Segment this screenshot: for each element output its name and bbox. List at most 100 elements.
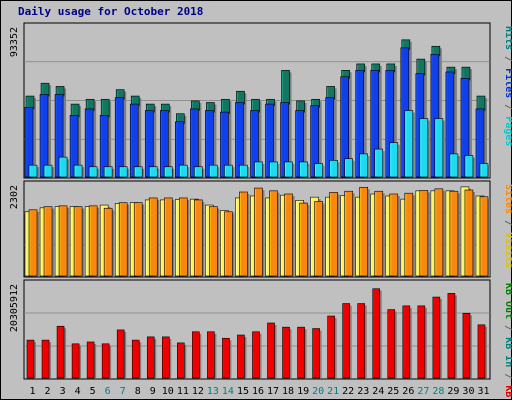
- x-tick-label-day-4: 4: [75, 386, 81, 397]
- panel-1-legend: Hits / Files / Pages: [503, 26, 512, 146]
- bar-pages-day-15: [239, 164, 250, 178]
- bar-pages-day-31-body: [479, 163, 489, 178]
- bar-kb-f-day-29-body: [447, 293, 456, 379]
- bar-kb-f-day-11: [177, 342, 187, 379]
- x-tick-label-day-31: 31: [477, 386, 489, 397]
- bar-kb-f-day-4: [71, 343, 82, 379]
- x-tick-label-day-5: 5: [90, 386, 96, 397]
- bar-kb-f-day-22: [342, 303, 352, 379]
- bar-kb-f-day-8-body: [131, 339, 140, 379]
- bar-pages-day-28: [434, 118, 445, 178]
- bar-kb-f-day-15-body: [237, 334, 245, 379]
- bar-pages-day-20: [314, 163, 325, 178]
- bar-pages-day-21: [329, 160, 340, 178]
- bar-pages-day-24-body: [374, 148, 384, 178]
- bar-pages-day-25-body: [389, 142, 399, 178]
- bar-kb-f-day-7: [116, 329, 127, 379]
- bar-sites-day-22: [344, 190, 355, 277]
- bar-kb-f-day-10-body: [161, 336, 170, 379]
- bar-sites-day-2-body: [43, 206, 53, 277]
- bar-sites-day-7-body: [118, 202, 128, 277]
- x-tick-label-day-10: 10: [162, 386, 174, 397]
- bar-pages-day-7-body: [118, 166, 128, 178]
- legend-part: /: [503, 98, 512, 116]
- bar-kb-f-day-26: [402, 305, 412, 379]
- bar-kb-f-day-5: [86, 341, 97, 379]
- bar-kb-f-day-28: [432, 296, 442, 379]
- bar-kb-f-day-19: [297, 326, 307, 379]
- bar-kb-f-day-2: [41, 339, 52, 379]
- bar-sites-day-8-body: [133, 202, 143, 277]
- bar-sites-day-3-body: [58, 205, 68, 277]
- x-tick-label-day-14: 14: [222, 386, 234, 397]
- bar-kb-f-day-25: [387, 309, 397, 379]
- bar-pages-day-5-body: [88, 166, 98, 178]
- bar-pages-day-2-body: [43, 164, 53, 178]
- x-tick-label-day-6: 6: [105, 386, 111, 397]
- bar-sites-day-19: [299, 202, 310, 277]
- bar-kb-f-day-21: [327, 315, 337, 379]
- bar-pages-day-26-body: [404, 110, 414, 178]
- x-tick-label-day-22: 22: [342, 386, 354, 397]
- bar-files-day-7: [114, 97, 126, 178]
- bar-kb-f-day-6-body: [101, 343, 110, 379]
- x-tick-label-day-23: 23: [357, 386, 369, 397]
- legend-part: Visits: [503, 232, 512, 268]
- x-tick-label-day-30: 30: [462, 386, 474, 397]
- legend-part: Sites: [503, 184, 512, 214]
- bar-pages-day-13-body: [209, 164, 218, 178]
- bar-sites-day-21-body: [329, 192, 338, 277]
- x-tick-label-day-19: 19: [297, 386, 309, 397]
- legend-part: /: [503, 214, 512, 232]
- bar-pages-day-3-body: [58, 156, 68, 178]
- bar-pages-day-20-body: [314, 163, 323, 178]
- bar-pages-day-11: [179, 164, 190, 178]
- x-tick-label-day-9: 9: [150, 386, 156, 397]
- bar-pages-day-8-body: [133, 166, 143, 178]
- chart-title: Daily usage for October 2018: [18, 5, 203, 18]
- bar-pages-day-2: [43, 164, 55, 178]
- x-tick-label-day-28: 28: [432, 386, 444, 397]
- bar-kb-f-day-1: [26, 339, 36, 379]
- bar-kb-f-day-26-body: [402, 305, 411, 379]
- bar-kb-f-day-23-body: [357, 303, 366, 379]
- legend-part: /: [503, 367, 512, 385]
- bar-pages-day-4-body: [73, 164, 83, 178]
- bar-kb-f-day-16-body: [252, 331, 260, 379]
- bar-sites-day-2: [43, 206, 55, 277]
- bar-kb-f-day-11-body: [177, 342, 185, 379]
- legend-part: KB In: [503, 337, 512, 367]
- bar-kb-f-day-19-body: [297, 326, 305, 379]
- bar-pages-day-14: [224, 164, 235, 178]
- bar-kb-f-day-1-body: [26, 339, 35, 379]
- bar-kb-f-day-14: [222, 337, 232, 379]
- bar-pages-day-10-body: [163, 166, 173, 178]
- bar-pages-day-3: [58, 156, 70, 178]
- bar-pages-day-19-body: [299, 161, 308, 178]
- bar-pages-day-23: [359, 153, 370, 178]
- bar-pages-day-18: [284, 161, 295, 178]
- bar-sites-day-25-body: [389, 193, 399, 277]
- bar-sites-day-30: [464, 189, 475, 277]
- bar-kb-f-day-12-body: [192, 331, 200, 379]
- bar-kb-f-day-9-body: [146, 336, 155, 379]
- bar-sites-day-23: [359, 186, 370, 277]
- bar-pages-day-29: [449, 153, 460, 178]
- bar-pages-day-19: [299, 161, 310, 178]
- bar-sites-day-24-body: [374, 190, 384, 277]
- bar-sites-day-13-body: [209, 206, 218, 277]
- bar-sites-day-9: [148, 197, 160, 277]
- legend-part: /: [503, 50, 512, 68]
- bar-pages-day-30: [464, 155, 475, 178]
- bar-pages-day-18-body: [284, 161, 293, 178]
- bar-kb-f-day-4-body: [71, 343, 80, 379]
- bar-sites-day-18: [284, 193, 295, 277]
- bar-pages-day-7: [118, 166, 130, 178]
- legend-part: KB F: [503, 385, 512, 400]
- bar-kb-f-day-16: [252, 331, 262, 379]
- bar-pages-day-22: [344, 158, 355, 178]
- bar-kb-f-day-5-body: [86, 341, 95, 379]
- bar-pages-day-8: [133, 166, 145, 178]
- bar-pages-day-25: [389, 142, 400, 178]
